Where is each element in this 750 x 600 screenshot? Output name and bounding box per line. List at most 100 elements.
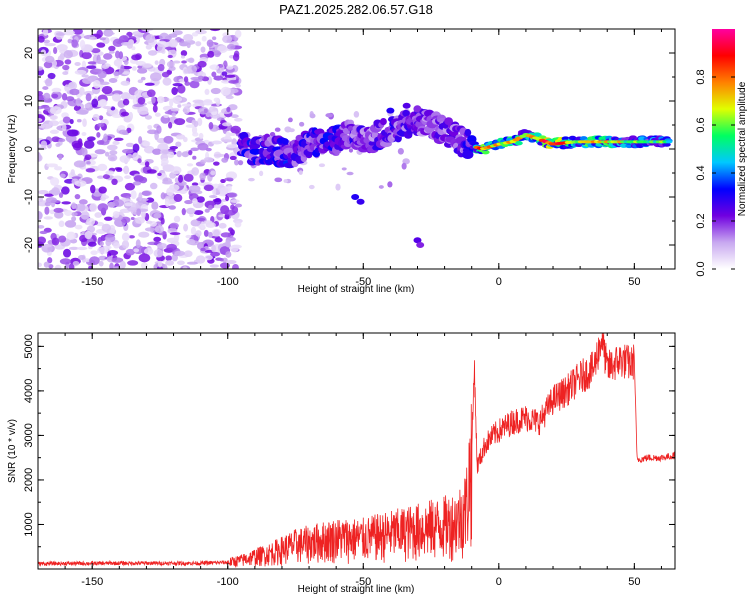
noise-cell xyxy=(132,97,138,105)
noise-cell xyxy=(39,230,48,235)
noise-cell xyxy=(86,217,96,226)
noise-cell xyxy=(97,70,107,79)
noise-cell xyxy=(234,29,242,38)
noise-cell xyxy=(69,119,74,125)
noise-cell xyxy=(151,96,156,104)
noise-cell xyxy=(204,208,210,213)
spectrogram-y-tick-label: 0 xyxy=(23,146,35,152)
noise-cell xyxy=(210,251,221,257)
noise-cell xyxy=(192,155,197,160)
faint-cell xyxy=(283,179,288,183)
colorbar-tick-label: 0.2 xyxy=(695,213,707,228)
noise-cell xyxy=(81,74,89,78)
noise-cell xyxy=(225,131,231,139)
noise-cell xyxy=(108,45,116,52)
noise-cell xyxy=(66,129,79,137)
noise-cell xyxy=(82,118,87,128)
noise-cell xyxy=(103,31,115,36)
noise-cell xyxy=(132,143,140,153)
noise-cell xyxy=(213,97,220,103)
noise-cell xyxy=(112,210,120,218)
noise-cell xyxy=(49,106,62,115)
noise-cell xyxy=(111,178,118,186)
noise-cell xyxy=(109,150,118,156)
noise-cell xyxy=(96,29,103,38)
noise-cell xyxy=(143,145,155,154)
noise-cell xyxy=(121,232,130,242)
noise-cell xyxy=(207,231,213,238)
noise-cell xyxy=(124,182,136,191)
noise-cell xyxy=(209,264,220,268)
snr-panel: -150 -100 -50 0 50 1000 2000 3000 4000 5000 Heig… xyxy=(7,332,676,595)
noise-cell xyxy=(196,196,205,203)
noise-cell xyxy=(229,244,239,253)
noise-cell xyxy=(111,113,123,118)
noise-cell xyxy=(177,260,185,266)
noise-cell xyxy=(210,87,221,95)
noise-cell xyxy=(61,124,67,132)
faint-cell xyxy=(335,183,341,191)
noise-cell xyxy=(208,122,214,130)
noise-cell xyxy=(156,242,167,249)
faint-cell xyxy=(274,177,283,183)
noise-cell xyxy=(147,124,153,130)
noise-cell xyxy=(161,157,169,166)
noise-cell xyxy=(167,151,175,158)
noise-cell xyxy=(105,170,115,175)
noise-cell xyxy=(41,244,52,248)
noise-cell xyxy=(38,189,49,195)
noise-cell xyxy=(234,117,243,122)
noise-cell xyxy=(72,261,80,266)
noise-cell xyxy=(154,60,159,65)
noise-cell xyxy=(83,139,95,149)
snr-y-tick-label: 2000 xyxy=(23,468,35,492)
noise-cell xyxy=(221,139,233,143)
noise-cell xyxy=(191,167,200,176)
noise-cell xyxy=(69,88,80,96)
snr-x-axis: -150 -100 -50 0 50 xyxy=(37,333,662,588)
noise-cell xyxy=(38,236,47,245)
noise-cell xyxy=(189,80,200,89)
noise-cell xyxy=(137,158,142,164)
noise-cell xyxy=(61,201,71,205)
noise-cell xyxy=(56,44,68,51)
noise-cell xyxy=(181,103,192,107)
noise-cell xyxy=(120,64,125,74)
noise-cell xyxy=(186,42,191,49)
noise-cell xyxy=(131,54,141,61)
noise-cell xyxy=(171,253,178,262)
noise-cell xyxy=(190,226,197,235)
noise-cell xyxy=(197,75,204,80)
noise-cell xyxy=(79,39,86,49)
noise-cell xyxy=(207,50,215,58)
noise-cell xyxy=(197,142,209,151)
faint-cell xyxy=(299,121,305,127)
noise-cell xyxy=(122,98,130,106)
noise-cell xyxy=(74,193,81,200)
noise-cell xyxy=(120,216,131,224)
noise-cell xyxy=(113,71,120,76)
ridge-cell xyxy=(379,117,387,126)
noise-cell xyxy=(51,93,59,99)
noise-cell xyxy=(137,65,143,69)
noise-cell xyxy=(38,66,44,71)
noise-cell xyxy=(108,50,115,54)
noise-cell xyxy=(103,53,113,60)
noise-cell xyxy=(218,222,227,229)
spectrogram-y-tick-label: -10 xyxy=(23,189,35,205)
noise-cell xyxy=(127,260,139,266)
noise-cell xyxy=(72,29,83,35)
noise-cell xyxy=(172,82,183,87)
noise-cell xyxy=(144,227,156,232)
noise-cell xyxy=(175,141,182,147)
noise-cell xyxy=(187,66,192,74)
noise-cell xyxy=(70,169,75,176)
noise-cell xyxy=(169,98,174,107)
noise-cell xyxy=(166,61,175,68)
isolated-cell xyxy=(351,194,360,200)
isolated-cell xyxy=(416,242,425,248)
noise-cell xyxy=(196,217,206,222)
noise-cell xyxy=(173,193,183,203)
noise-cell xyxy=(208,194,218,199)
noise-cell xyxy=(177,104,182,108)
